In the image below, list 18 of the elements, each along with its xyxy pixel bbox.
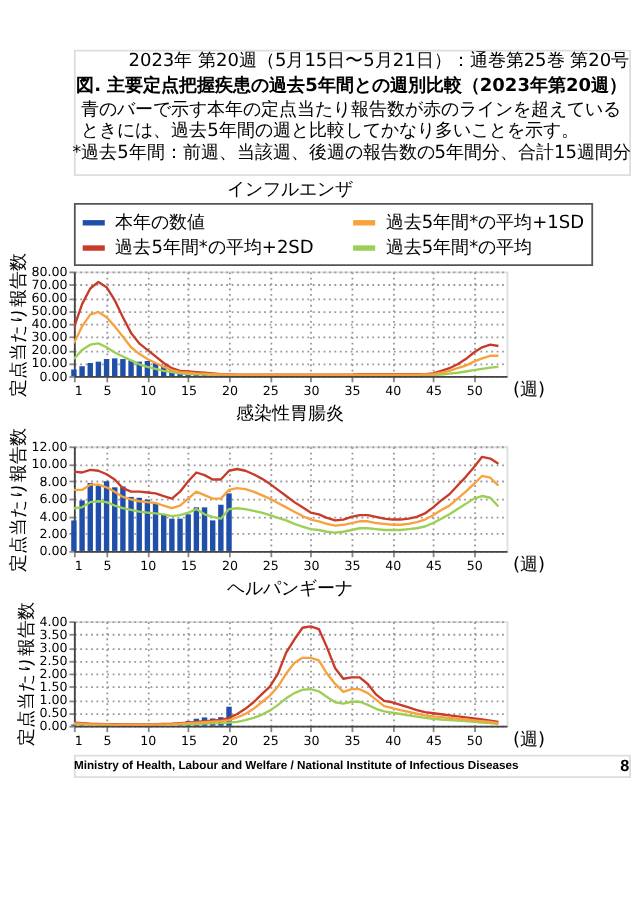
legend-label: 過去5年間*の平均+1SD (385, 212, 585, 235)
y-axis-title: 定点当たり報告数 (8, 252, 31, 397)
text: 2023年 第20週（5月15日〜5月21日）：通巻第25巻 第20号 (128, 49, 630, 72)
legend-label: 過去5年間*の平均+2SD (115, 237, 314, 260)
y-axis-title: 定点当たり報告数 (16, 602, 39, 747)
text: *過去5年間：前週、当該週、後週の報告数の5年間分、合計15週間分 (72, 141, 631, 164)
chart-title: インフルエンザ (227, 178, 354, 201)
chart-title: 感染性胃腸炎 (236, 403, 345, 426)
x-axis-title: (週) (512, 728, 545, 751)
x-axis-title: (週) (512, 553, 545, 576)
text: 図. 主要定点把握疾患の過去5年間との週別比較（2023年第20週） (76, 75, 627, 98)
legend-label: 過去5年間*の平均 (385, 237, 533, 260)
x-axis-title: (週) (512, 378, 545, 401)
text: 8 (620, 756, 631, 775)
text: 青のバーで示す本年の定点当たり報告数が赤のラインを超えているときには、過去5年間の週と比較してかなり多いことを示す。 (81, 98, 622, 143)
chart-title: ヘルパンギーナ (227, 578, 354, 601)
y-axis-title: 定点当たり報告数 (8, 427, 31, 572)
legend-label: 本年の数値 (115, 212, 206, 235)
